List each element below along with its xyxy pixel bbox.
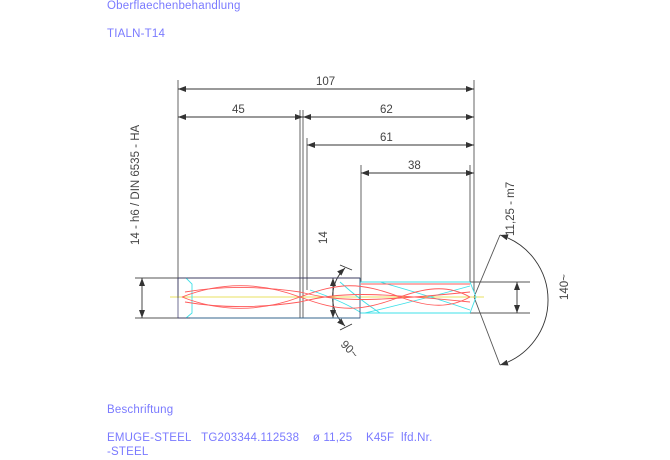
inscription-label: Beschriftung [107,404,174,416]
inscription-line-2: -STEEL [107,446,149,458]
dimension-lines [139,86,520,318]
dim-label-38: 38 [408,160,421,172]
angle-arc-140 [499,234,549,366]
diameter-spec: 11,25 - m7 [505,182,517,236]
dim-label-62: 62 [380,104,393,116]
extension-lines [135,80,530,366]
dim-label-45: 45 [232,104,245,116]
surface-treatment-label: Oberflaechenbehandlung [107,0,241,12]
angle-label-90: 90~ [338,339,360,361]
inscription-line-1: EMUGE-STEEL TG203344.112538 ø 11,25 K45F… [107,432,433,444]
dim-label-107: 107 [316,76,335,88]
flutes [181,283,471,309]
surface-treatment-value: TIALN-T14 [107,28,166,40]
dim-label-14: 14 [318,231,330,244]
shank-spec: 14 - h6 / DIN 6535 - HA [130,125,142,245]
dim-label-61: 61 [380,132,393,144]
angle-label-140: 140~ [559,274,571,300]
